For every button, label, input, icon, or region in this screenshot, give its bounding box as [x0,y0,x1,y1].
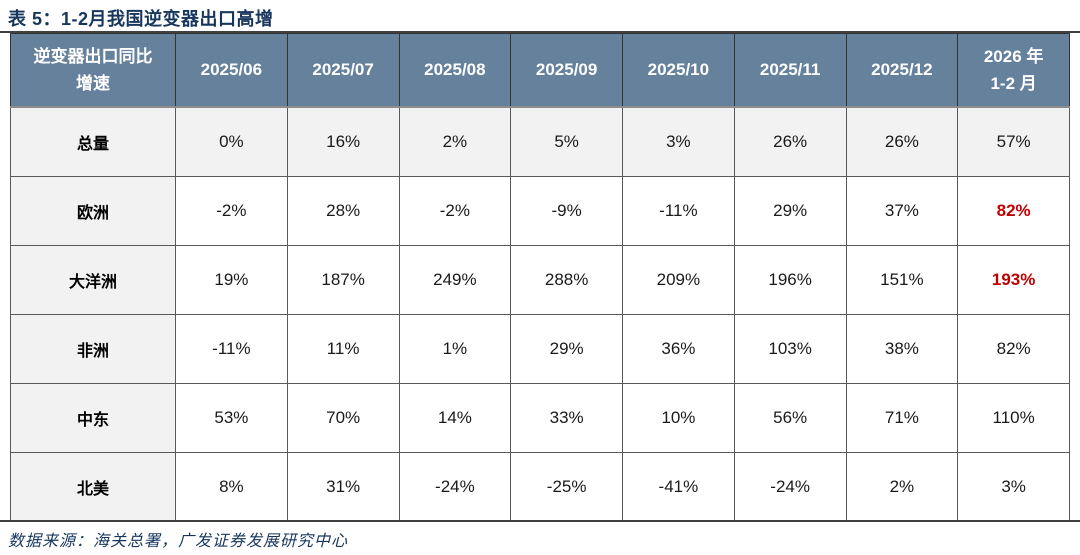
cell: 196% [733,245,847,315]
column-header-2025-12: 2025/12 [845,33,959,108]
cell: -25% [510,452,623,522]
cell: 70% [286,383,400,453]
cell: 151% [845,245,959,315]
cell-highlighted: 82% [957,176,1070,246]
inverter-export-growth-table: 逆变器出口同比 增速 2025/06 2025/07 2025/08 2025/… [10,33,1070,522]
column-header-2025-06: 2025/06 [175,33,288,108]
cell: 28% [286,176,400,246]
row-label-europe: 欧洲 [10,176,176,246]
column-header-2025-08: 2025/08 [398,33,512,108]
table-title: 表 5：1-2月我国逆变器出口高增 [8,9,274,29]
cell: -9% [510,176,623,246]
cell-highlighted: 193% [957,245,1070,315]
cell: 33% [510,383,623,453]
table-row-north-america: 北美 8% 31% -24% -25% -41% -24% 2% 3% [10,452,1070,522]
cell: 10% [622,383,735,453]
table-row-africa: 非洲 -11% 11% 1% 29% 36% 103% 38% 82% [10,314,1070,384]
cell: 71% [845,383,959,453]
cell: 11% [286,314,400,384]
cell: 1% [398,314,512,384]
table-row-europe: 欧洲 -2% 28% -2% -9% -11% 29% 37% 82% [10,176,1070,246]
row-label-oceania: 大洋洲 [10,245,176,315]
cell: 53% [175,383,288,453]
cell: -2% [398,176,512,246]
cell: 31% [286,452,400,522]
cell: 26% [733,106,847,177]
cell: 14% [398,383,512,453]
cell: 103% [733,314,847,384]
row-label-middle-east: 中东 [10,383,176,453]
cell: 209% [622,245,735,315]
table-row-total: 总量 0% 16% 2% 5% 3% 26% 26% 57% [10,106,1070,177]
cell: -41% [622,452,735,522]
row-label-africa: 非洲 [10,314,176,384]
cell: -11% [175,314,288,384]
cell: -24% [398,452,512,522]
cell: 56% [733,383,847,453]
cell: 249% [398,245,512,315]
corner-header: 逆变器出口同比 增速 [10,33,176,108]
column-header-2025-10: 2025/10 [622,33,735,108]
table-row-oceania: 大洋洲 19% 187% 249% 288% 209% 196% 151% 19… [10,245,1070,315]
column-header-2026-1-2: 2026 年 1-2 月 [957,33,1070,108]
cell: 82% [957,314,1070,384]
table-row-middle-east: 中东 53% 70% 14% 33% 10% 56% 71% 110% [10,383,1070,453]
column-header-2026-line1: 2026 年 [983,46,1044,66]
cell: -11% [622,176,735,246]
column-header-2026-line2: 1-2 月 [990,74,1037,93]
header-row: 逆变器出口同比 增速 2025/06 2025/07 2025/08 2025/… [10,33,1070,108]
cell: 110% [957,383,1070,453]
cell: 187% [286,245,400,315]
cell: 16% [286,106,400,177]
column-header-2025-09: 2025/09 [510,33,623,108]
row-label-north-america: 北美 [10,452,176,522]
cell: 29% [510,314,623,384]
top-rule [0,31,1080,33]
cell: 8% [175,452,288,522]
column-header-2025-11: 2025/11 [733,33,847,108]
cell: 288% [510,245,623,315]
cell: 19% [175,245,288,315]
cell: 57% [957,106,1070,177]
cell: 0% [175,106,288,177]
bottom-rule [0,520,1080,522]
column-header-2025-07: 2025/07 [286,33,400,108]
cell: 3% [622,106,735,177]
cell: -2% [175,176,288,246]
corner-header-line1: 逆变器出口同比 [33,46,153,66]
cell: -24% [733,452,847,522]
cell: 2% [398,106,512,177]
cell: 26% [845,106,959,177]
cell: 37% [845,176,959,246]
cell: 29% [733,176,847,246]
data-source-note: 数据来源：海关总署，广发证券发展研究中心 [8,533,349,550]
row-label-total: 总量 [10,106,176,177]
cell: 36% [622,314,735,384]
cell: 3% [957,452,1070,522]
corner-header-line2: 增速 [76,74,110,93]
cell: 38% [845,314,959,384]
cell: 2% [845,452,959,522]
cell: 5% [510,106,623,177]
